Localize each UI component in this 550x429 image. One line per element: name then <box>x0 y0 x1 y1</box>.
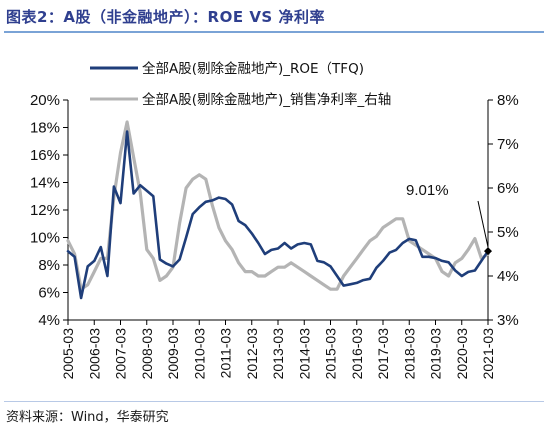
x-tick-label: 2016-03 <box>349 328 365 380</box>
annotation-latest-roe: 9.01% <box>406 182 492 256</box>
series-line-roe <box>66 130 490 300</box>
legend-label-roe: 全部A股(剔除金融地产)_ROE（TFQ) <box>142 60 364 77</box>
roe-vs-net-margin-chart: 全部A股(剔除金融地产)_ROE（TFQ) 全部A股(剔除金融地产)_销售净利率… <box>30 60 519 379</box>
x-tick-label: 2018-03 <box>401 328 417 380</box>
annotation-label: 9.01% <box>406 182 449 199</box>
x-tick-label: 2015-03 <box>323 328 339 380</box>
x-tick-label: 2006-03 <box>86 328 102 380</box>
chart-title: 图表2：A股（非金融地产）：ROE VS 净利率 <box>6 8 325 26</box>
left-tick-label: 6% <box>38 285 60 302</box>
source-note: 资料来源：Wind，华泰研究 <box>6 410 169 425</box>
left-tick-label: 8% <box>38 257 60 274</box>
x-tick-label: 2011-03 <box>218 328 234 379</box>
x-tick-label: 2017-03 <box>375 328 391 380</box>
left-axis-ticks: 4% 6% 8% 10% 12% 14% 16% 18% 20% <box>30 92 68 329</box>
right-tick-label: 4% <box>497 268 519 285</box>
x-axis-ticks: 2005-03 2006-03 2007-03 2008-03 2009-03 2010-… <box>60 320 496 379</box>
right-axis-ticks: 3% 4% 5% 6% 7% 8% <box>488 92 519 329</box>
title-divider <box>4 31 544 33</box>
x-tick-label: 2014-03 <box>296 328 312 380</box>
x-tick-label: 2020-03 <box>454 328 470 380</box>
right-tick-label: 5% <box>497 224 519 241</box>
x-tick-label: 2005-03 <box>60 328 76 380</box>
annotation-leader-line <box>477 200 489 248</box>
x-tick-label: 2009-03 <box>165 328 181 380</box>
right-tick-label: 6% <box>497 180 519 197</box>
left-tick-label: 12% <box>30 202 60 219</box>
right-tick-label: 8% <box>497 92 519 109</box>
right-tick-label: 3% <box>497 312 519 329</box>
footer-divider <box>4 401 544 402</box>
series-layer <box>66 120 490 300</box>
left-tick-label: 16% <box>30 147 60 164</box>
x-tick-label: 2010-03 <box>191 328 207 380</box>
right-tick-label: 7% <box>497 136 519 153</box>
left-tick-label: 18% <box>30 120 60 137</box>
left-tick-label: 20% <box>30 92 60 109</box>
x-tick-label: 2007-03 <box>113 328 129 380</box>
x-tick-label: 2008-03 <box>139 328 155 380</box>
legend: 全部A股(剔除金融地产)_ROE（TFQ) 全部A股(剔除金融地产)_销售净利率… <box>90 60 391 108</box>
x-tick-label: 2012-03 <box>244 328 260 380</box>
x-tick-label: 2013-03 <box>270 328 286 380</box>
x-tick-label: 2021-03 <box>480 328 496 380</box>
legend-label-net-margin: 全部A股(剔除金融地产)_销售净利率_右轴 <box>142 91 391 108</box>
annotation-marker <box>484 247 492 256</box>
left-tick-label: 14% <box>30 175 60 192</box>
left-tick-label: 10% <box>30 230 60 247</box>
series-line-net-margin <box>66 120 490 291</box>
x-tick-label: 2019-03 <box>428 328 444 380</box>
left-tick-label: 4% <box>38 312 60 329</box>
